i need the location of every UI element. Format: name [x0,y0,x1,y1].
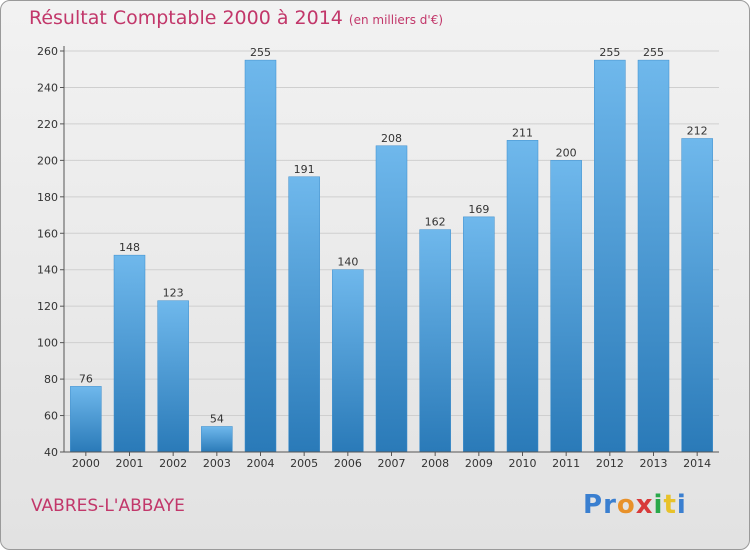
x-tick-label: 2013 [640,457,668,470]
logo-letter: i [653,490,664,520]
y-tick-label: 100 [37,337,58,350]
data-label-2012: 255 [599,46,620,59]
x-tick-label: 2002 [159,457,187,470]
data-label-2002: 123 [163,287,184,300]
data-label-2004: 255 [250,46,271,59]
bar-2010 [506,140,539,453]
logo-letter: o [616,490,636,520]
bar-2011 [550,160,582,453]
logo-letter: i [676,490,687,520]
x-axis: 2000 2001 2002 2003 2004 2005 2006 2007 2008 2009… [64,451,719,470]
data-label-2005: 191 [294,163,315,176]
bars: 76 148 123 54 255 191 140 208 162 169 211 200 255 255… [70,46,713,453]
y-tick-label: 60 [44,410,58,423]
bar-2004 [244,59,277,453]
y-tick-label: 220 [37,118,58,131]
data-label-2014: 212 [687,124,708,137]
bar-2003 [201,426,233,453]
y-tick-label: 120 [37,300,58,313]
data-label-2006: 140 [337,256,358,269]
bar-2002 [157,300,189,453]
x-tick-label: 2001 [116,457,144,470]
y-tick-label: 240 [37,81,58,94]
data-label-2008: 162 [425,216,446,229]
data-label-2011: 200 [556,146,577,159]
x-tick-label: 2008 [421,457,449,470]
logo-letter: x [635,490,654,520]
y-tick-label: 160 [37,227,58,240]
x-tick-label: 2006 [334,457,362,470]
x-tick-label: 2004 [247,457,275,470]
y-tick-label: 80 [44,373,58,386]
logo-letter: r [603,490,617,520]
x-tick-label: 2010 [509,457,537,470]
data-label-2010: 211 [512,126,533,139]
chart-title: Résultat Comptable 2000 à 2014 (en millie… [29,7,443,29]
x-tick-label: 2011 [552,457,580,470]
logo-letter: t [663,490,677,520]
y-tick-label: 200 [37,154,58,167]
y-tick-label: 180 [37,191,58,204]
x-tick-label: 2009 [465,457,493,470]
y-axis: 40 60 80 100 120 140 160 180 200 220 240 260 [37,45,65,459]
x-tick-label: 2014 [683,457,711,470]
bar-2006 [332,269,364,453]
data-label-2001: 148 [119,241,140,254]
bar-2005 [288,176,320,453]
bar-2001 [113,254,146,453]
x-tick-label: 2005 [290,457,318,470]
chart-title-unit: (en milliers d'€) [348,13,444,27]
y-tick-label: 40 [44,446,58,459]
town-name: VABRES-L'ABBAYE [31,496,185,516]
chart-title-text: Résultat Comptable 2000 à 2014 [29,7,343,29]
bar-2009 [463,216,495,453]
bar-2008 [419,229,451,453]
x-tick-label: 2003 [203,457,231,470]
data-label-2009: 169 [468,203,489,216]
x-tick-label: 2012 [596,457,624,470]
y-tick-label: 140 [37,264,58,277]
data-label-2000: 76 [79,372,93,385]
data-label-2003: 54 [210,412,224,425]
x-tick-label: 2000 [72,457,100,470]
x-tick-label: 2007 [378,457,406,470]
bar-2007 [375,145,408,453]
data-label-2007: 208 [381,132,402,145]
y-tick-label: 260 [37,45,58,58]
bar-2012 [594,59,626,453]
bar-2014 [681,138,713,453]
data-label-2013: 255 [643,46,664,59]
logo-letter: P [583,490,604,520]
bar-2013 [637,59,670,453]
bar-2000 [70,386,102,453]
proxiti-logo: Proxiti [583,490,687,520]
